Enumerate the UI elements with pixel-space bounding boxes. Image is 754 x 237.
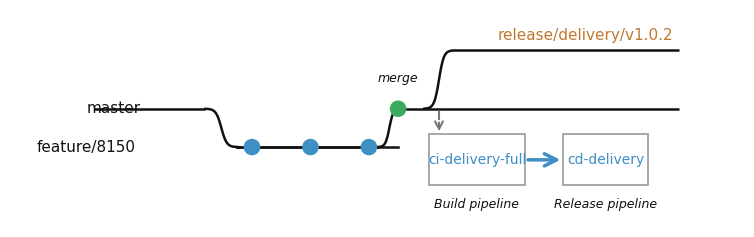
Ellipse shape xyxy=(361,140,376,155)
Ellipse shape xyxy=(391,101,406,116)
Text: master: master xyxy=(87,101,141,116)
FancyBboxPatch shape xyxy=(429,134,526,185)
Text: merge: merge xyxy=(378,72,418,85)
Text: Release pipeline: Release pipeline xyxy=(554,198,657,211)
Text: Build pipeline: Build pipeline xyxy=(434,198,520,211)
Text: cd-delivery: cd-delivery xyxy=(567,153,644,167)
Ellipse shape xyxy=(244,140,259,155)
Text: feature/8150: feature/8150 xyxy=(36,140,135,155)
FancyBboxPatch shape xyxy=(563,134,648,185)
Text: ci-delivery-full: ci-delivery-full xyxy=(428,153,526,167)
Text: release/delivery/v1.0.2: release/delivery/v1.0.2 xyxy=(497,28,673,43)
Ellipse shape xyxy=(303,140,318,155)
